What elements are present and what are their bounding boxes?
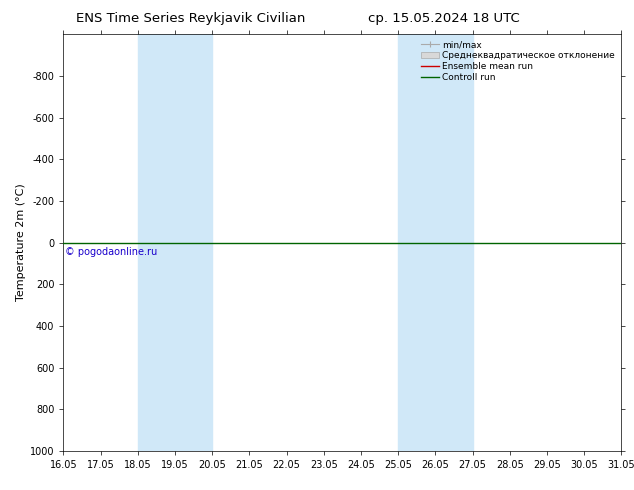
Text: ср. 15.05.2024 18 UTC: ср. 15.05.2024 18 UTC bbox=[368, 12, 520, 25]
Text: ENS Time Series Reykjavik Civilian: ENS Time Series Reykjavik Civilian bbox=[75, 12, 305, 25]
Bar bbox=[398, 34, 472, 451]
Legend: min/max, Среднеквадратическое отклонение, Ensemble mean run, Controll run: min/max, Среднеквадратическое отклонение… bbox=[419, 39, 617, 84]
Y-axis label: Temperature 2m (°C): Temperature 2m (°C) bbox=[16, 184, 26, 301]
Text: © pogodaonline.ru: © pogodaonline.ru bbox=[65, 246, 157, 257]
Bar bbox=[138, 34, 212, 451]
